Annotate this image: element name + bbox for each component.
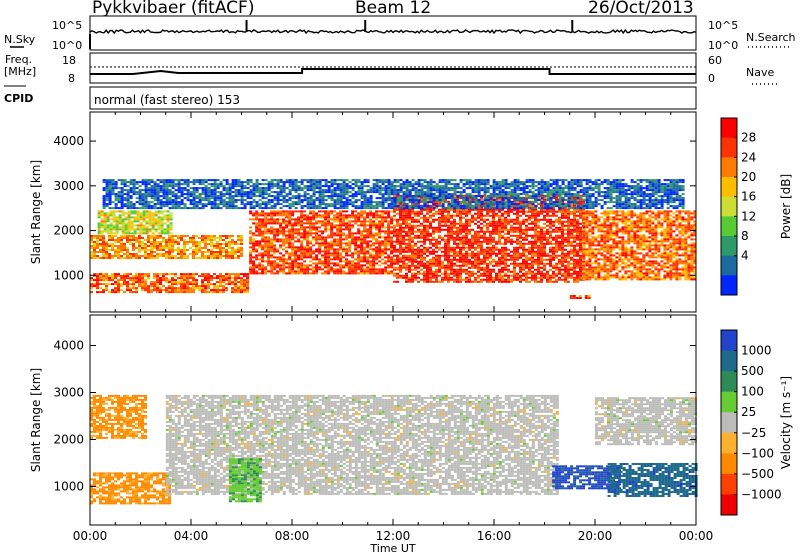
velocity-colorbar-label: 500 [741,364,764,378]
velocity-colorbar-swatch [721,371,737,392]
power-colorbar-swatch [721,157,737,177]
power-ytick-label: 3000 [53,179,84,193]
freq-tick-bottom: 8 [68,72,75,85]
power-colorbar-swatch [721,118,737,138]
power-colorbar-swatch [721,197,737,217]
velocity-colorbar-swatch [721,494,737,515]
velocity-ytick-label: 4000 [53,339,84,353]
nsearch-label: N.Search [746,31,796,44]
nave-tick-top: 60 [708,54,722,67]
xtick-label: 04:00 [174,529,209,543]
velocity-colorbar-swatch [721,474,737,495]
velocity-colorbar-swatch [721,433,737,454]
station-title: Pykkvibaer (fitACF) [92,0,254,18]
power-colorbar-swatch [721,236,737,256]
xtick-label: 12:00 [376,529,411,543]
velocity-ytick-label: 1000 [53,479,84,493]
velocity-colorbar-label: −100 [741,446,774,460]
power-colorbar-label: 8 [741,229,749,243]
power-colorbar-swatch [721,177,737,197]
velocity-ylabel: Slant Range [km] [29,368,43,472]
velocity-colorbar-swatch [721,392,737,413]
nsky-label: N.Sky [4,33,35,46]
nave-tick-bottom: 0 [708,72,715,85]
nsky-tick-top: 10^5 [52,19,82,32]
velocity-colorbar-label: 100 [741,385,764,399]
power-ytick-label: 4000 [53,134,84,148]
nsky-tick-bottom: 10^0 [52,39,82,52]
freq-trace [90,69,696,74]
velocity-colorbar-label: −25 [741,426,766,440]
xtick-label: 20:00 [578,529,613,543]
velocity-ytick-label: 2000 [53,432,84,446]
power-colorbar-label: 20 [741,170,756,184]
power-colorbar-label: 16 [741,190,756,204]
power-colorbar-swatch [721,256,737,276]
velocity-colorbar-swatch [721,412,737,433]
power-colorbar-label: 28 [741,131,756,145]
xtick-label: 08:00 [275,529,310,543]
power-colorbar-swatch [721,216,737,236]
beam-title: Beam 12 [355,0,431,18]
nave-label: Nave [746,66,774,79]
xtick-label: 00:00 [73,529,108,543]
cpid-label: CPID [4,92,33,105]
xaxis-label: Time UT [369,542,415,554]
power-ytick-label: 2000 [53,224,84,238]
xtick-label: 00:00 [679,529,714,543]
velocity-colorbar-label: 1000 [741,344,772,358]
velocity-colorbar-label: −1000 [741,487,782,501]
power-ylabel: Slant Range [km] [29,160,43,264]
velocity-heatmap [90,395,698,505]
power-colorbar-label: 4 [741,249,749,263]
velocity-colorbar-label: −500 [741,467,774,481]
cpid-text: normal (fast stereo) 153 [94,93,240,107]
velocity-ytick-label: 3000 [53,386,84,400]
freq-unit-label: [MHz] [4,65,36,78]
power-heatmap [90,179,696,299]
velocity-colorbar-swatch [721,330,737,351]
power-ytick-label: 1000 [53,268,84,282]
power-colorbar-title: Power [dB] [779,174,793,239]
date-title: 26/Oct/2013 [588,0,694,18]
velocity-colorbar-label: 25 [741,405,756,419]
nsearch-tick-top: 10^5 [708,19,738,32]
power-colorbar-label: 24 [741,150,756,164]
freq-tick-top: 18 [62,54,76,67]
velocity-colorbar-swatch [721,351,737,372]
nsky-trace [90,30,696,33]
power-colorbar-swatch [721,138,737,158]
power-colorbar-label: 12 [741,209,756,223]
nsearch-tick-bottom: 10^0 [708,39,738,52]
xtick-label: 16:00 [477,529,512,543]
velocity-colorbar-swatch [721,453,737,474]
velocity-colorbar-title: Velocity [m s⁻¹] [779,376,793,469]
power-colorbar-swatch [721,275,737,295]
